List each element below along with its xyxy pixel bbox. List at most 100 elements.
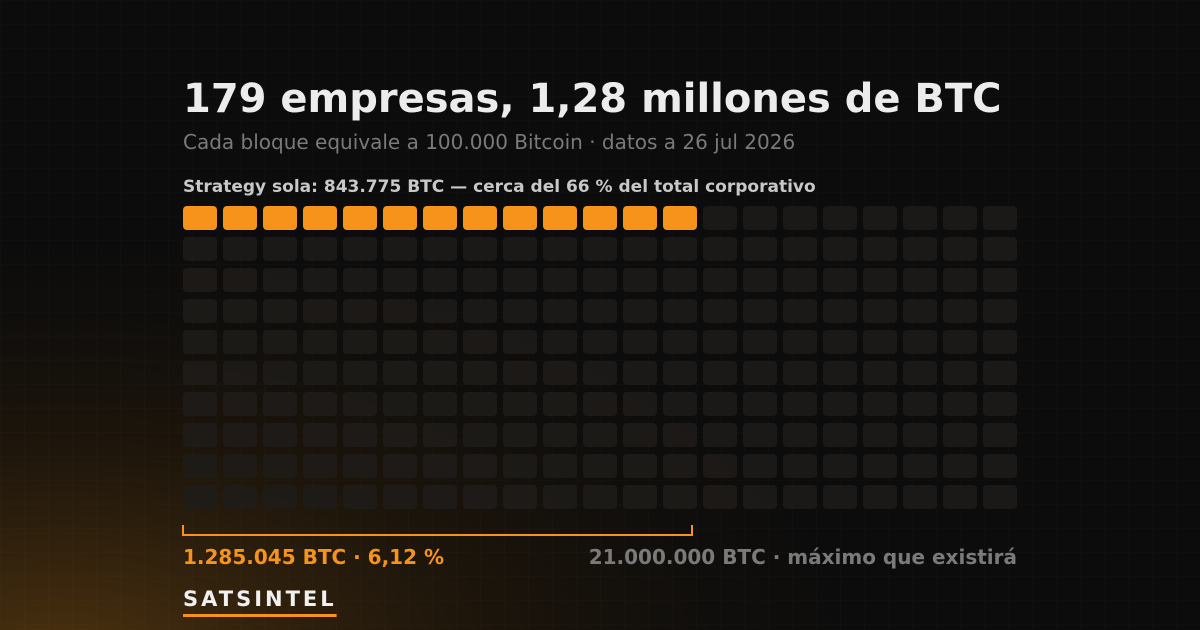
empty-block — [303, 237, 337, 261]
empty-block — [663, 237, 697, 261]
empty-block — [983, 361, 1017, 385]
empty-block — [743, 485, 777, 509]
empty-block — [383, 299, 417, 323]
empty-block — [303, 299, 337, 323]
empty-block — [743, 454, 777, 478]
empty-block — [383, 454, 417, 478]
empty-block — [623, 299, 657, 323]
empty-block — [463, 268, 497, 292]
filled-block — [503, 206, 537, 230]
empty-block — [823, 206, 857, 230]
filled-block — [623, 206, 657, 230]
empty-block — [423, 392, 457, 416]
empty-block — [903, 206, 937, 230]
empty-block — [783, 237, 817, 261]
empty-block — [983, 206, 1017, 230]
empty-block — [743, 268, 777, 292]
empty-block — [823, 330, 857, 354]
empty-block — [503, 454, 537, 478]
empty-block — [703, 206, 737, 230]
empty-block — [543, 299, 577, 323]
empty-block — [863, 206, 897, 230]
empty-block — [263, 392, 297, 416]
empty-block — [183, 485, 217, 509]
empty-block — [783, 206, 817, 230]
empty-block — [543, 392, 577, 416]
empty-block — [423, 423, 457, 447]
empty-block — [783, 268, 817, 292]
empty-block — [423, 361, 457, 385]
empty-block — [583, 268, 617, 292]
empty-block — [663, 299, 697, 323]
annotation: Strategy sola: 843.775 BTC — cerca del 6… — [183, 177, 816, 197]
empty-block — [823, 268, 857, 292]
empty-block — [503, 485, 537, 509]
chart-subtitle: Cada bloque equivale a 100.000 Bitcoin ·… — [183, 130, 795, 154]
empty-block — [823, 361, 857, 385]
filled-block — [463, 206, 497, 230]
empty-block — [223, 237, 257, 261]
empty-block — [543, 454, 577, 478]
empty-block — [303, 423, 337, 447]
empty-block — [223, 361, 257, 385]
empty-block — [943, 485, 977, 509]
empty-block — [543, 423, 577, 447]
empty-block — [943, 206, 977, 230]
filled-block — [343, 206, 377, 230]
empty-block — [463, 423, 497, 447]
empty-block — [463, 485, 497, 509]
value-label: 1.285.045 BTC · 6,12 % — [183, 545, 444, 569]
empty-block — [303, 392, 337, 416]
empty-block — [703, 237, 737, 261]
empty-block — [543, 237, 577, 261]
empty-block — [183, 268, 217, 292]
empty-block — [583, 392, 617, 416]
empty-block — [223, 423, 257, 447]
empty-block — [223, 392, 257, 416]
empty-block — [303, 485, 337, 509]
empty-block — [823, 237, 857, 261]
filled-block — [223, 206, 257, 230]
empty-block — [263, 299, 297, 323]
empty-block — [183, 361, 217, 385]
empty-block — [983, 392, 1017, 416]
empty-block — [983, 485, 1017, 509]
empty-block — [463, 299, 497, 323]
empty-block — [863, 485, 897, 509]
empty-block — [503, 423, 537, 447]
empty-block — [903, 330, 937, 354]
empty-block — [463, 392, 497, 416]
empty-block — [903, 237, 937, 261]
empty-block — [623, 454, 657, 478]
brand-underline — [183, 614, 337, 617]
empty-block — [463, 330, 497, 354]
empty-block — [383, 361, 417, 385]
empty-block — [743, 299, 777, 323]
empty-block — [903, 485, 937, 509]
empty-block — [303, 454, 337, 478]
empty-block — [263, 237, 297, 261]
empty-block — [663, 268, 697, 292]
empty-block — [703, 361, 737, 385]
empty-block — [903, 268, 937, 292]
empty-block — [623, 485, 657, 509]
empty-block — [583, 299, 617, 323]
empty-block — [343, 361, 377, 385]
empty-block — [663, 330, 697, 354]
filled-block — [583, 206, 617, 230]
empty-block — [743, 206, 777, 230]
empty-block — [223, 485, 257, 509]
empty-block — [703, 299, 737, 323]
empty-block — [663, 392, 697, 416]
empty-block — [943, 330, 977, 354]
empty-block — [823, 392, 857, 416]
empty-block — [743, 361, 777, 385]
filled-block — [663, 206, 697, 230]
empty-block — [863, 361, 897, 385]
empty-block — [783, 392, 817, 416]
empty-block — [783, 299, 817, 323]
empty-block — [183, 454, 217, 478]
bracket-line — [182, 525, 693, 536]
empty-block — [623, 268, 657, 292]
empty-block — [503, 299, 537, 323]
